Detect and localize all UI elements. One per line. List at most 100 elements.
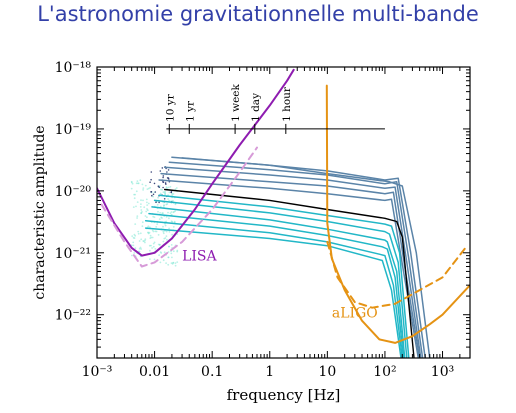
scatter-point <box>167 169 170 171</box>
scatter-point <box>154 248 157 250</box>
time-to-merger-label: 1 hour <box>281 86 293 122</box>
scatter-point <box>137 182 140 185</box>
scatter-point <box>172 211 175 214</box>
scatter-point <box>162 240 165 243</box>
scatter-point <box>161 167 164 169</box>
scatter-point <box>149 258 151 260</box>
binary-track-line <box>148 212 405 358</box>
scatter-point <box>174 188 177 191</box>
scatter-point <box>170 220 173 223</box>
scatter-point <box>131 235 134 238</box>
scatter-point <box>162 191 165 194</box>
scatter-point <box>134 193 137 196</box>
curve-label: aLIGO <box>332 306 378 322</box>
scatter-point <box>130 187 133 190</box>
scatter-point <box>142 187 145 190</box>
scatter-point <box>173 220 176 223</box>
scatter-point <box>136 180 139 183</box>
scatter-point <box>145 210 148 213</box>
scatter-point <box>144 184 147 187</box>
scatter-point <box>172 250 175 253</box>
scatter-point <box>146 204 149 207</box>
scatter-point <box>175 187 178 189</box>
scatter-point <box>168 191 171 194</box>
scatter-point <box>142 199 144 202</box>
scatter-point <box>147 202 150 205</box>
scatter-point <box>172 226 175 228</box>
scatter-point <box>172 261 175 264</box>
scatter-point <box>141 211 143 213</box>
scatter-point <box>155 201 157 203</box>
scatter-point <box>158 186 160 188</box>
scatter-point <box>168 199 171 202</box>
scatter-point <box>140 248 143 250</box>
binary-track-line <box>151 206 406 358</box>
scatter-point <box>132 236 135 239</box>
scatter-point <box>170 211 173 213</box>
binary-tracks <box>144 156 431 358</box>
scatter-point <box>152 193 155 196</box>
scatter-point <box>157 234 160 236</box>
scatter-point <box>168 227 171 230</box>
curve-label: LISA <box>182 249 217 265</box>
x-tick-label: 10 <box>318 364 336 380</box>
scatter-point <box>164 190 166 193</box>
scatter-point <box>164 192 167 195</box>
scatter-point <box>141 183 144 186</box>
scatter-point <box>150 171 153 173</box>
y-axis-ticks: 10⁻¹⁸ 10⁻¹⁹ 10⁻²⁰ 10⁻²¹ 10⁻²² <box>55 60 470 359</box>
scatter-point <box>139 232 142 235</box>
scatter-point <box>170 262 173 264</box>
scatter-point <box>167 211 169 214</box>
scatter-point <box>159 170 162 172</box>
scatter-point <box>144 215 147 217</box>
scatter-point <box>161 212 164 215</box>
x-tick-label: 0.01 <box>139 364 170 380</box>
scatter-point <box>167 256 170 259</box>
scatter-point <box>142 240 145 242</box>
x-tick-label: 1 <box>265 364 274 380</box>
scatter-point <box>157 196 160 199</box>
scatter-point <box>164 224 167 227</box>
y-tick-label: 10⁻²¹ <box>55 246 91 262</box>
scatter-point <box>153 258 156 261</box>
scatter-point <box>159 192 162 195</box>
scatter-point <box>156 203 159 206</box>
x-axis-label: frequency [Hz] <box>227 386 341 404</box>
scatter-point <box>136 217 139 219</box>
scatter-point <box>163 198 166 200</box>
scatter-point <box>167 198 170 200</box>
scatter-point <box>137 232 140 235</box>
scatter-point <box>140 199 142 202</box>
x-tick-label: 10³ <box>431 364 454 380</box>
x-tick-label: 0.1 <box>201 364 223 380</box>
scatter-point <box>133 252 136 254</box>
scatter-point <box>159 261 162 264</box>
scatter-point <box>174 203 177 206</box>
lisa-sensitivity-curve <box>97 68 295 257</box>
scatter-point <box>158 184 161 187</box>
scatter-point <box>140 209 143 211</box>
scatter-point <box>168 178 170 180</box>
time-to-merger-label: 1 week <box>230 83 242 121</box>
scatter-point <box>165 235 168 238</box>
scatter-point <box>167 251 170 253</box>
scatter-point <box>174 210 177 213</box>
binary-track-line <box>181 157 431 358</box>
scatter-point <box>141 221 144 224</box>
scatter-point <box>139 179 142 182</box>
scatter-point <box>161 217 163 219</box>
scatter-point <box>152 195 155 198</box>
scatter-point <box>140 203 142 206</box>
scatter-point <box>171 233 174 236</box>
scatter-point <box>171 256 173 259</box>
scatter-point <box>150 178 152 181</box>
scatter-point <box>176 261 179 263</box>
scatter-point <box>149 186 152 189</box>
scatter-point <box>157 210 159 213</box>
scatter-point <box>151 247 154 249</box>
scatter-point <box>170 191 173 193</box>
scatter-point <box>165 262 168 264</box>
scatter-point <box>144 239 146 242</box>
